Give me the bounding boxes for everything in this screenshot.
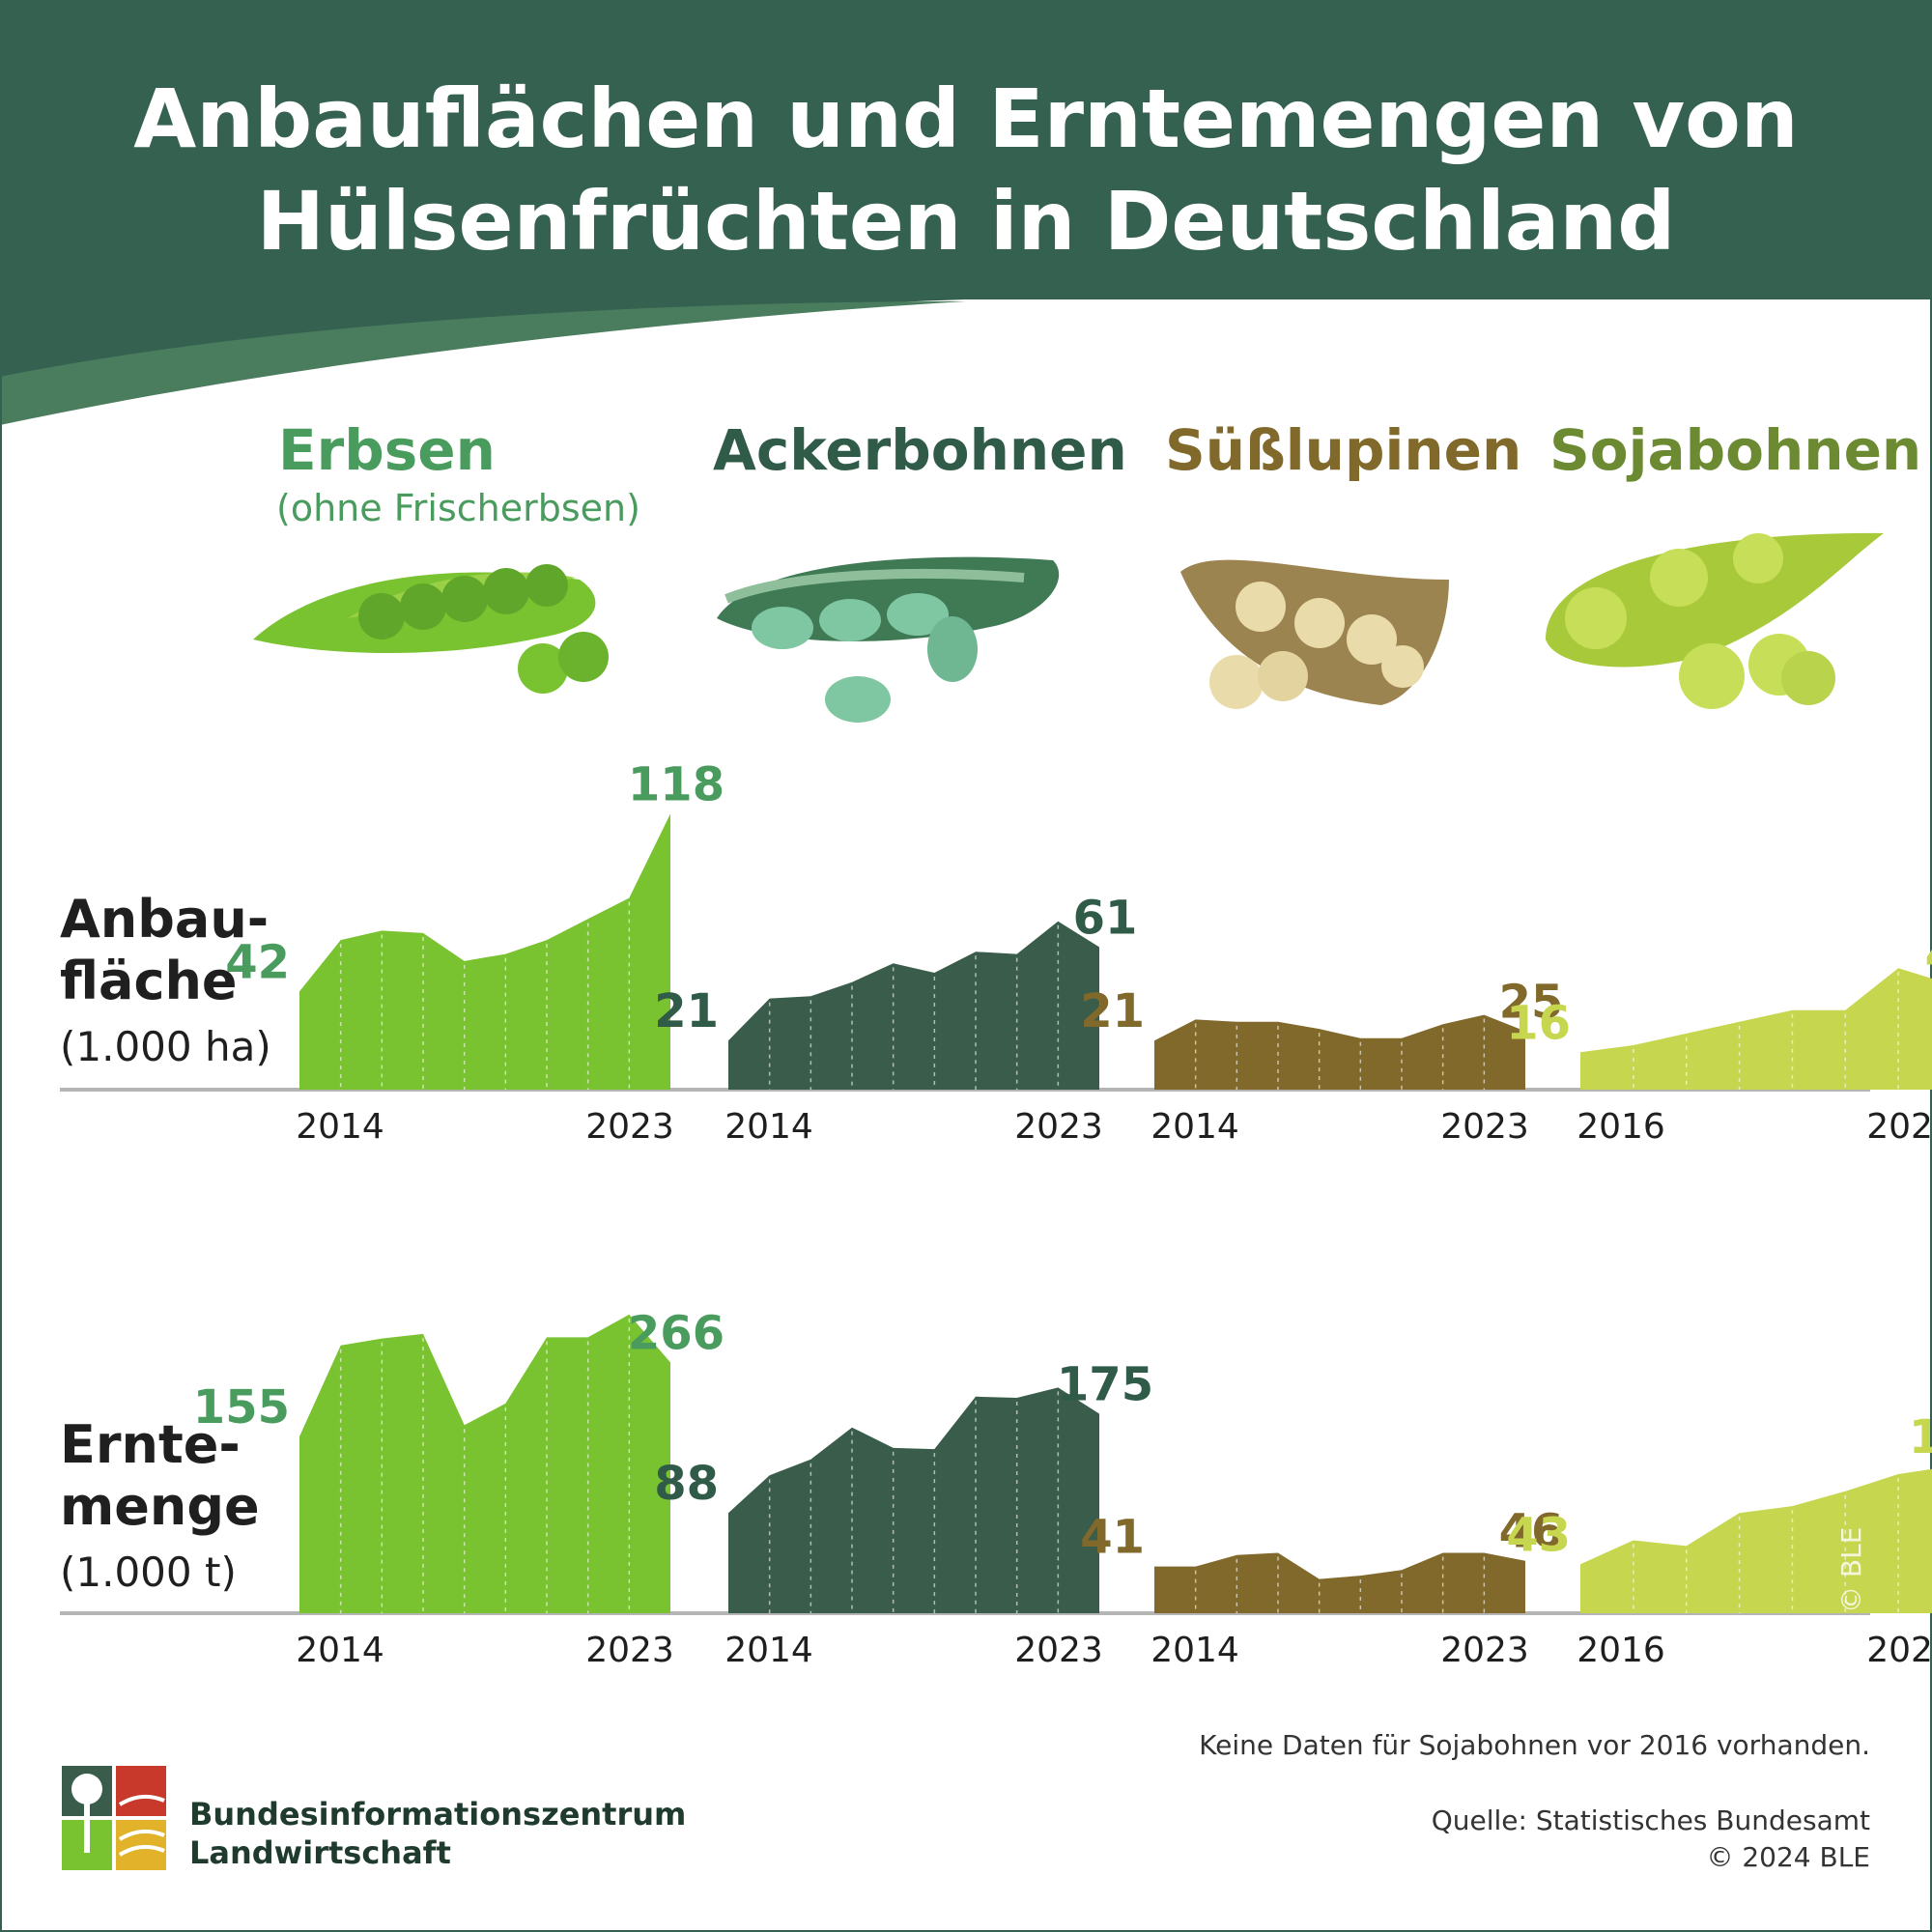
x-tick-end-suesslupinen-ernte: 2023 <box>1440 1631 1529 1670</box>
value-label-first-erbsen-anbau: 42 <box>225 935 290 989</box>
area-sojabohnen-anbau <box>1580 968 1932 1090</box>
area-sojabohnen-ernte <box>1580 1468 1932 1613</box>
page-title: Anbauflächen und Erntemengen von Hülsenf… <box>0 68 1932 272</box>
x-tick-end-erbsen-ernte: 2023 <box>585 1631 674 1670</box>
value-label-first-suesslupinen-ernte: 41 <box>1080 1511 1145 1565</box>
value-label-last-ackerbohnen-anbau: 61 <box>1073 891 1138 945</box>
value-label-first-suesslupinen-anbau: 21 <box>1080 984 1145 1038</box>
sojabohnen-pod-icon <box>1546 532 1884 709</box>
row-label-ernte-line1: Ernte- <box>60 1414 241 1475</box>
area-erbsen-ernte <box>299 1314 670 1613</box>
x-tick-start-ackerbohnen-anbau: 2014 <box>724 1107 813 1147</box>
row-label-anbau-line1: Anbau- <box>60 889 270 950</box>
value-label-first-sojabohnen-ernte: 43 <box>1506 1508 1571 1562</box>
logo-line-1: Bundesinformationszentrum <box>189 1796 687 1833</box>
area-erbsen-anbau <box>299 813 670 1090</box>
value-label-first-ackerbohnen-anbau: 21 <box>654 984 719 1038</box>
value-label-last-erbsen-ernte: 266 <box>628 1306 724 1360</box>
title-line-2: Hülsenfrüchten in Deutschland <box>256 174 1676 269</box>
value-label-last-sojabohnen-anbau: 45 <box>1925 928 1932 982</box>
row-label-erntemenge: Ernte- menge (1.000 t) <box>60 1414 260 1602</box>
logo-text: Bundesinformationszentrum Landwirtschaft <box>189 1795 686 1872</box>
row-label-anbau-unit: (1.000 ha) <box>60 1023 271 1070</box>
title-line-1: Anbauflächen und Erntemengen von <box>133 71 1799 166</box>
row-label-anbau-line2: fläche <box>60 951 238 1011</box>
x-tick-end-ackerbohnen-ernte: 2023 <box>1014 1631 1103 1670</box>
crop-label-ackerbohnen: Ackerbohnen <box>713 417 1127 483</box>
x-tick-start-suesslupinen-anbau: 2014 <box>1151 1107 1239 1147</box>
footnote: Keine Daten für Sojabohnen vor 2016 vorh… <box>1199 1729 1870 1761</box>
logo-line-2: Landwirtschaft <box>189 1834 451 1871</box>
value-label-last-sojabohnen-ernte: 129 <box>1909 1410 1932 1464</box>
crop-label-erbsen: Erbsen <box>278 417 496 483</box>
area-suesslupinen-ernte <box>1154 1552 1525 1613</box>
value-label-first-ackerbohnen-ernte: 88 <box>654 1457 719 1511</box>
watermark: © BLE <box>1835 1526 1867 1613</box>
ble-logo <box>62 1766 166 1870</box>
crop-label-suesslupinen: Süßlupinen <box>1165 417 1522 483</box>
source-line-2: © 2024 BLE <box>1706 1841 1870 1873</box>
source: Quelle: Statistisches Bundesamt © 2024 B… <box>1432 1803 1870 1876</box>
row-label-ernte-line2: menge <box>60 1476 260 1537</box>
area-suesslupinen-anbau <box>1154 1014 1525 1090</box>
suesslupinen-pod-icon <box>1180 559 1449 709</box>
x-tick-end-suesslupinen-anbau: 2023 <box>1440 1107 1529 1147</box>
value-label-last-erbsen-anbau: 118 <box>628 757 724 811</box>
x-tick-start-erbsen-ernte: 2014 <box>296 1631 384 1670</box>
erbsen-pod-icon <box>253 564 609 694</box>
ackerbohnen-pod-icon <box>717 556 1060 723</box>
row-label-ernte-unit: (1.000 t) <box>60 1548 237 1596</box>
x-tick-end-erbsen-anbau: 2023 <box>585 1107 674 1147</box>
value-label-first-sojabohnen-anbau: 16 <box>1506 996 1571 1050</box>
crop-label-sojabohnen: Sojabohnen <box>1549 417 1922 483</box>
x-tick-end-ackerbohnen-anbau: 2023 <box>1014 1107 1103 1147</box>
area-ackerbohnen-ernte <box>728 1387 1099 1613</box>
x-tick-start-erbsen-anbau: 2014 <box>296 1107 384 1147</box>
value-label-last-suesslupinen-ernte: 46 <box>1499 1505 1564 1559</box>
x-tick-end-sojabohnen-ernte: 2023 <box>1866 1631 1932 1670</box>
x-tick-end-sojabohnen-anbau: 2023 <box>1866 1107 1932 1147</box>
value-label-first-erbsen-ernte: 155 <box>193 1380 290 1435</box>
x-tick-start-suesslupinen-ernte: 2014 <box>1151 1631 1239 1670</box>
area-ackerbohnen-anbau <box>728 921 1099 1090</box>
x-tick-start-sojabohnen-anbau: 2016 <box>1577 1107 1665 1147</box>
crop-sublabel-erbsen: (ohne Frischerbsen) <box>276 487 640 529</box>
source-line-1: Quelle: Statistisches Bundesamt <box>1431 1804 1870 1836</box>
value-label-last-ackerbohnen-ernte: 175 <box>1057 1358 1153 1412</box>
x-tick-start-sojabohnen-ernte: 2016 <box>1577 1631 1665 1670</box>
x-tick-start-ackerbohnen-ernte: 2014 <box>724 1631 813 1670</box>
value-label-last-suesslupinen-anbau: 25 <box>1499 976 1564 1030</box>
row-label-anbauflaeche: Anbau- fläche (1.000 ha) <box>60 889 271 1076</box>
